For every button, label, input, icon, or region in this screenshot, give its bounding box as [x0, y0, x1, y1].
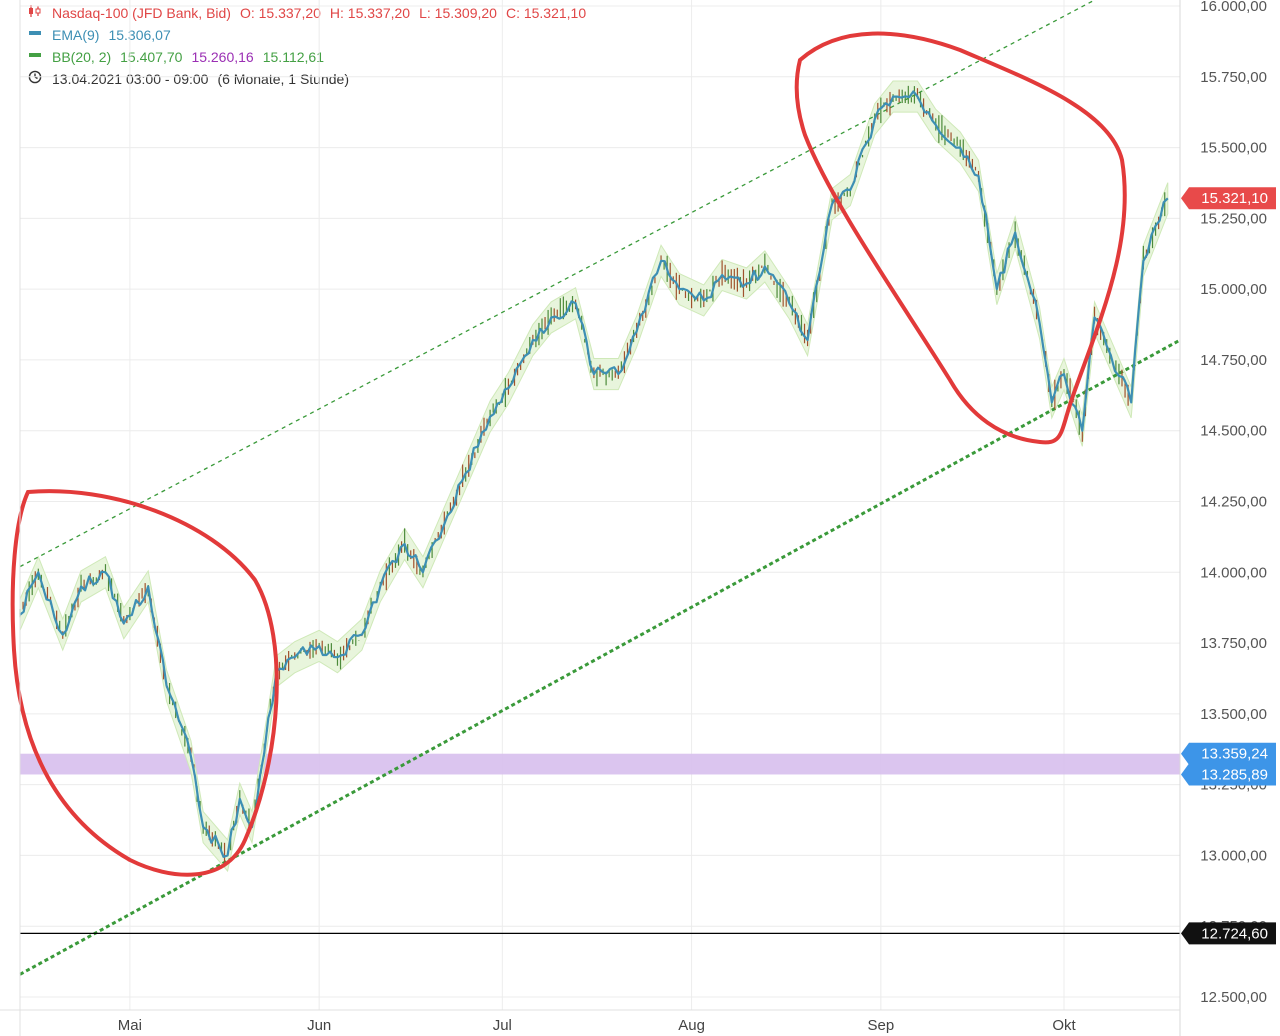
legend-bb-row: BB(20, 2) 15.407,70 15.260,16 15.112,61: [28, 46, 586, 68]
zone-lower-tag-label: 13.285,89: [1201, 766, 1268, 783]
annotation-circle-left: [10, 489, 279, 877]
price-zone: [20, 753, 1180, 775]
y-tick-label: 14.500,00: [1200, 423, 1267, 440]
bb-middle-value: 15.260,16: [191, 49, 254, 65]
price-tag-layer: 15.321,10 13.359,24 13.285,89 12.724,60: [1181, 187, 1276, 945]
y-tick-label: 14.750,00: [1200, 352, 1267, 369]
support-tag-label: 12.724,60: [1201, 925, 1268, 942]
y-tick-label: 14.250,00: [1200, 494, 1267, 511]
ohlc-low: L: 15.309,20: [419, 5, 497, 21]
last-price-tag-label: 15.321,10: [1201, 190, 1268, 207]
x-tick-label: Sep: [867, 1017, 894, 1034]
y-tick-label: 15.000,00: [1200, 281, 1267, 298]
y-tick-label: 15.250,00: [1200, 210, 1267, 227]
ohlc-open: O: 15.337,20: [239, 5, 321, 21]
y-tick-label: 14.000,00: [1200, 564, 1267, 581]
ema-icon: [28, 24, 42, 46]
last-price-tag: 15.321,10: [1181, 187, 1276, 210]
y-tick-label: 12.500,00: [1200, 989, 1267, 1006]
x-tick-label: Aug: [678, 1017, 705, 1034]
x-tick-label: Okt: [1052, 1017, 1076, 1034]
zone-layer: [20, 753, 1180, 775]
bollinger-band-layer: [19, 80, 1169, 873]
last-price-tag-box: [1181, 187, 1276, 210]
ema-line: [19, 90, 1169, 858]
ohlc-high: H: 15.337,20: [329, 5, 411, 21]
y-tick-label: 13.500,00: [1200, 706, 1267, 723]
bb-lower-value: 15.112,61: [262, 49, 324, 65]
ema-label: EMA(9): [52, 27, 100, 43]
bollinger-band: [19, 80, 1169, 873]
bb-label: BB(20, 2): [52, 49, 112, 65]
bollinger-icon: [28, 46, 42, 68]
legend-ema-row: EMA(9) 15.306,07: [28, 24, 586, 46]
bb-upper-value: 15.407,70: [120, 49, 183, 65]
upper-channel-line: [19, 0, 1097, 568]
x-tick-label: Jul: [493, 1017, 512, 1034]
zone-upper-tag-box: [1181, 742, 1276, 765]
zone-lower-tag: 13.285,89: [1181, 763, 1276, 786]
y-tick-label: 15.750,00: [1200, 69, 1267, 86]
chart-period: (6 Monate, 1 Stunde): [217, 71, 349, 87]
ema-value: 15.306,07: [108, 27, 171, 43]
annotation-layer: [10, 31, 1127, 877]
zone-upper-tag: 13.359,24: [1181, 742, 1276, 765]
candlestick-icon: [28, 2, 42, 24]
series-layer: [19, 85, 1169, 866]
x-tick-label: Jun: [307, 1017, 331, 1034]
y-tick-label: 16.000,00: [1200, 0, 1267, 15]
zone-lower-tag-box: [1181, 763, 1276, 786]
zone-upper-tag-label: 13.359,24: [1201, 746, 1268, 763]
y-tick-label: 13.000,00: [1200, 847, 1267, 864]
ohlc-close: C: 15.321,10: [505, 5, 587, 21]
chart-legend: Nasdaq-100 (JFD Bank, Bid) O: 15.337,20 …: [28, 2, 586, 90]
trendline-layer: [19, 0, 1181, 976]
support-tag-box: [1181, 922, 1276, 945]
y-tick-label: 15.500,00: [1200, 140, 1267, 157]
grid-layer: [20, 0, 1180, 1010]
instrument-title: Nasdaq-100 (JFD Bank, Bid): [52, 5, 231, 21]
support-tag: 12.724,60: [1181, 922, 1276, 945]
y-tick-label: 13.750,00: [1200, 635, 1267, 652]
x-tick-label: Mai: [118, 1017, 142, 1034]
legend-title-row: Nasdaq-100 (JFD Bank, Bid) O: 15.337,20 …: [28, 2, 586, 24]
annotation-circle-right: [794, 31, 1127, 445]
